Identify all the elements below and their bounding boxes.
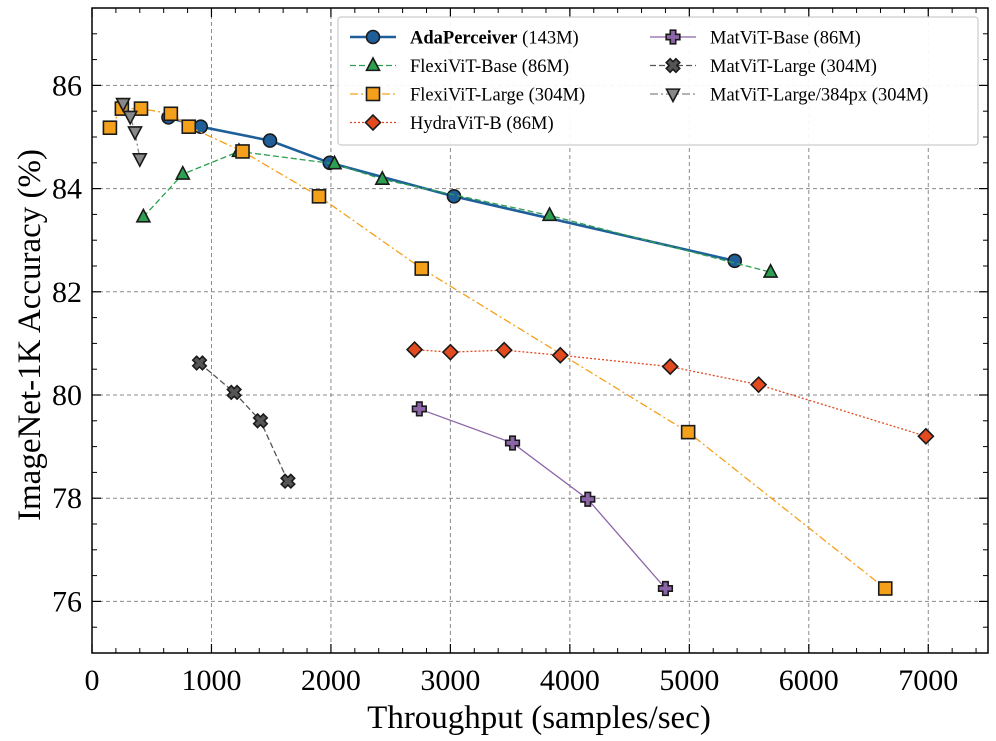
legend-box [337, 16, 979, 146]
legend-series-params: (86M) [502, 114, 554, 134]
x-tick-label: 2000 [301, 664, 361, 697]
legend-series-name: FlexiViT-Large [410, 86, 524, 106]
data-point-matvit-large [280, 473, 296, 490]
legend-label-matvit-large: MatViT-Large (304M) [710, 57, 877, 77]
data-point-matvit-base [580, 491, 596, 507]
y-axis-title: ImageNet-1K Accuracy (%) [12, 149, 48, 521]
series-line-flexivit-large [109, 107, 886, 590]
y-tick-label: 80 [52, 379, 82, 412]
data-point-flexivit-base [174, 164, 191, 180]
legend-series-params: (304M) [816, 57, 877, 77]
series-matvit-large-384px [115, 97, 148, 168]
data-point-flexivit-large [311, 189, 327, 204]
x-tick-label: 1000 [181, 664, 241, 697]
legend-series-params: (304M) [524, 86, 585, 106]
data-point-flexivit-large [163, 106, 179, 122]
legend-marker-matvit-large [665, 57, 681, 74]
legend-series-params: (86M) [517, 57, 569, 77]
data-point-adaperceiver [727, 253, 743, 269]
data-point-hydravit-b [661, 358, 679, 376]
data-point-hydravit-b [495, 341, 513, 359]
x-axis-title: Throughput (samples/sec) [367, 700, 711, 736]
legend-marker-flexivit-base [365, 56, 381, 72]
data-point-matvit-large-384px [115, 97, 131, 113]
data-point-flexivit-large [877, 581, 893, 596]
data-point-matvit-large [226, 384, 243, 401]
x-tick-label: 7000 [898, 664, 958, 697]
ticks-layer: 0 1000 2000 3000 4000 5000 6000 7000 76 78 80 82 84 8… [52, 8, 988, 697]
legend: AdaPerceiver (143M)FlexiViT-Base (86M)Fl… [337, 16, 979, 146]
y-tick-label: 84 [52, 173, 82, 206]
series-matvit-large [191, 355, 296, 490]
x-tick-label: 6000 [779, 664, 839, 697]
data-point-adaperceiver [193, 119, 209, 134]
y-tick-label: 76 [52, 585, 82, 618]
legend-marker-adaperceiver [365, 29, 381, 45]
legend-series-params: (143M) [518, 29, 579, 49]
data-point-flexivit-large [680, 424, 696, 440]
series-flexivit-large [102, 101, 893, 596]
series-matvit-base [411, 401, 674, 597]
data-point-flexivit-large [133, 101, 149, 116]
data-point-flexivit-base [326, 154, 343, 170]
data-point-matvit-large-384px [122, 110, 139, 126]
legend-series-name: FlexiViT-Base [410, 57, 517, 77]
data-point-matvit-base [657, 580, 674, 597]
x-tick-label: 3000 [420, 664, 480, 697]
series-line-matvit-large-384px [122, 103, 141, 159]
legend-series-name: MatViT-Large [710, 57, 816, 77]
legend-series-name: HydraViT-B [410, 114, 502, 134]
data-point-flexivit-base [135, 207, 152, 223]
legend-series-name: MatViT-Base [710, 29, 809, 49]
data-point-hydravit-b [917, 427, 935, 445]
legend-marker-matvit-large-384px [665, 88, 681, 104]
x-tick-label: 5000 [659, 664, 719, 697]
series-flexivit-base [135, 142, 779, 278]
legend-series-params: (86M) [809, 29, 861, 49]
series-line-matvit-base [419, 408, 666, 589]
legend-series-params: (304M) [867, 86, 928, 106]
legend-marker-matvit-base [665, 29, 681, 45]
y-tick-label: 86 [52, 69, 82, 102]
data-point-matvit-base [504, 435, 521, 451]
plot-frame [91, 7, 989, 654]
data-point-flexivit-base [374, 170, 391, 185]
data-point-flexivit-large [102, 120, 118, 136]
data-point-hydravit-b [750, 376, 768, 394]
legend-series-name: AdaPerceiver [410, 29, 518, 49]
data-point-flexivit-base [762, 262, 779, 278]
data-point-hydravit-b [551, 346, 569, 364]
data-point-matvit-large-384px [131, 152, 148, 168]
series-line-flexivit-base [142, 150, 771, 273]
data-point-hydravit-b [441, 343, 460, 361]
x-tick-label: 0 [85, 664, 100, 697]
data-point-hydravit-b [405, 340, 424, 359]
data-point-adaperceiver [262, 133, 278, 148]
x-tick-label: 4000 [540, 664, 600, 697]
legend-marker-hydravit-b [364, 113, 382, 132]
data-point-matvit-large [191, 355, 208, 371]
data-point-flexivit-large [235, 144, 250, 159]
y-tick-label: 82 [52, 276, 82, 309]
series-layer [102, 97, 935, 597]
data-point-matvit-large [252, 412, 269, 429]
data-point-matvit-large-384px [127, 126, 143, 142]
data-point-flexivit-large [181, 119, 197, 134]
series-hydravit-b [405, 340, 935, 445]
data-point-flexivit-large [414, 261, 430, 276]
legend-label-flexivit-base: FlexiViT-Base (86M) [410, 57, 569, 77]
data-point-matvit-base [411, 401, 427, 417]
legend-label-hydravit-b: HydraViT-B (86M) [410, 114, 554, 134]
data-point-flexivit-base [541, 206, 558, 222]
y-tick-label: 78 [52, 482, 82, 515]
series-line-matvit-large [199, 362, 289, 482]
legend-label-matvit-large-384px: MatViT-Large/384px (304M) [710, 86, 928, 106]
legend-label-adaperceiver: AdaPerceiver (143M) [410, 29, 579, 49]
legend-label-matvit-base: MatViT-Base (86M) [710, 29, 861, 49]
legend-series-name: MatViT-Large/384px [710, 86, 868, 106]
legend-label-flexivit-large: FlexiViT-Large (304M) [410, 86, 585, 106]
legend-marker-flexivit-large [365, 86, 381, 102]
